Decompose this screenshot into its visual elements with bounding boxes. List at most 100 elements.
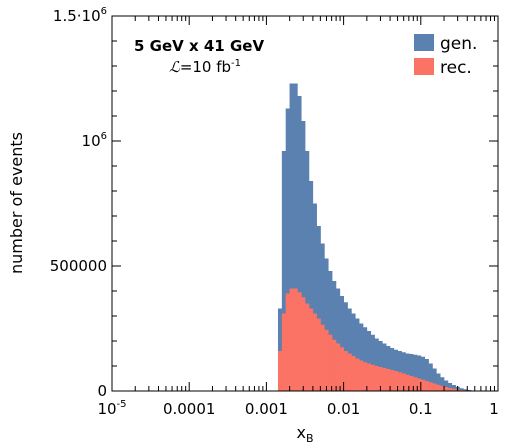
rec-bar: [277, 351, 283, 391]
gen-bar: [285, 108, 290, 391]
rec-bar: [308, 308, 314, 391]
legend: gen. rec.: [414, 34, 477, 78]
legend-swatch-gen: [414, 34, 434, 51]
gen-bar: [335, 288, 341, 391]
y-tick-label: 500000: [50, 257, 107, 275]
gen-histogram: [277, 83, 480, 391]
gen-bar: [297, 96, 302, 391]
gen-bar: [386, 346, 391, 391]
rec-bar: [440, 386, 445, 391]
rec-bar: [397, 372, 402, 391]
gen-bar: [370, 334, 375, 391]
gen-bar: [293, 83, 298, 391]
rec-bar: [297, 292, 302, 391]
rec-bar: [366, 363, 372, 391]
rec-bar: [393, 371, 399, 391]
rec-bar: [432, 383, 437, 391]
rec-bar: [281, 313, 287, 391]
gen-bar: [362, 327, 368, 391]
gen-bar: [308, 181, 314, 391]
gen-bar: [347, 308, 352, 391]
x-axis-title-sub: B: [306, 432, 314, 445]
rec-bar: [447, 388, 453, 391]
y-tick-label: 1.5·106: [53, 6, 107, 25]
gen-bar: [459, 388, 464, 391]
rec-bar: [285, 293, 290, 391]
x-tick-label: 0.001: [245, 400, 288, 418]
rec-bar: [428, 382, 433, 391]
rec-bar: [409, 376, 414, 391]
gen-bar: [351, 313, 356, 391]
gen-bar: [378, 341, 383, 391]
rec-bar: [370, 364, 375, 391]
rec-bar: [305, 303, 310, 391]
x-axis-title-main: x: [296, 423, 305, 442]
lumi-annotation: ℒ=10 fb-1: [169, 58, 241, 76]
x-tick-label: 0.01: [327, 400, 360, 418]
rec-bar: [416, 378, 422, 391]
rec-bar: [343, 351, 348, 391]
x-tick-label: 10-5: [97, 399, 126, 418]
lumi-exponent: -1: [231, 58, 241, 69]
gen-bar: [401, 352, 406, 391]
gen-bar: [359, 323, 364, 391]
rec-bar: [362, 362, 368, 391]
gen-bar: [397, 351, 402, 391]
rec-bar: [293, 288, 298, 391]
x-tick-label: 0.0001: [163, 400, 216, 418]
rec-bar: [413, 377, 418, 391]
legend-label-gen: gen.: [440, 34, 477, 54]
rec-bar: [443, 387, 449, 391]
gen-bar: [436, 373, 441, 391]
rec-bar: [335, 343, 341, 391]
gen-bar: [416, 355, 422, 391]
rec-bar: [420, 379, 426, 391]
gen-bar: [289, 83, 294, 391]
y-tick-label: 106: [82, 131, 107, 150]
gen-bar: [428, 363, 433, 391]
gen-bar: [447, 383, 453, 391]
rec-bar: [355, 358, 360, 391]
rec-bar: [328, 334, 333, 391]
rec-bar: [339, 347, 344, 391]
energy-annotation: 5 GeV x 41 GeV: [134, 37, 264, 55]
gen-bar: [393, 349, 399, 391]
x-axis-title: xB: [296, 423, 313, 445]
gen-bar: [424, 359, 429, 391]
rec-bar: [451, 388, 456, 391]
rec-bar: [289, 288, 294, 391]
lumi-value: =10 fb: [180, 58, 231, 76]
x-tick-label: 1: [489, 400, 499, 418]
axis-tick-labels: 10-5 0.0001 0.001 0.01 0.1 1 0 500000 106 1.5·106: [50, 6, 499, 418]
rec-bar: [332, 339, 337, 391]
axis-ticks: [111, 15, 499, 392]
gen-bar: [316, 226, 321, 391]
gen-bar: [355, 318, 360, 391]
gen-bar: [409, 354, 414, 391]
gen-bar: [382, 343, 387, 391]
gen-bar: [389, 348, 395, 391]
rec-histogram: [277, 288, 480, 392]
x-tick-label: 0.1: [409, 400, 433, 418]
gen-bar: [324, 258, 329, 391]
gen-bar: [440, 377, 445, 391]
gen-bar: [305, 151, 310, 391]
gen-bar: [451, 385, 456, 391]
y-axis-title: number of events: [7, 132, 26, 274]
rec-bar: [301, 297, 306, 391]
gen-bar: [277, 308, 283, 391]
gen-bar: [405, 353, 410, 391]
rec-bar: [351, 356, 356, 391]
gen-bar: [301, 121, 306, 391]
rec-bar: [312, 313, 317, 391]
gen-bar: [420, 356, 426, 391]
legend-swatch-rec: [414, 58, 434, 75]
rec-bar: [378, 367, 383, 391]
rec-bar: [389, 370, 395, 391]
gen-bar: [374, 338, 379, 391]
rec-bar: [382, 368, 387, 391]
rec-bar: [359, 360, 364, 391]
rec-bar: [424, 381, 429, 391]
rec-bar: [316, 318, 321, 391]
